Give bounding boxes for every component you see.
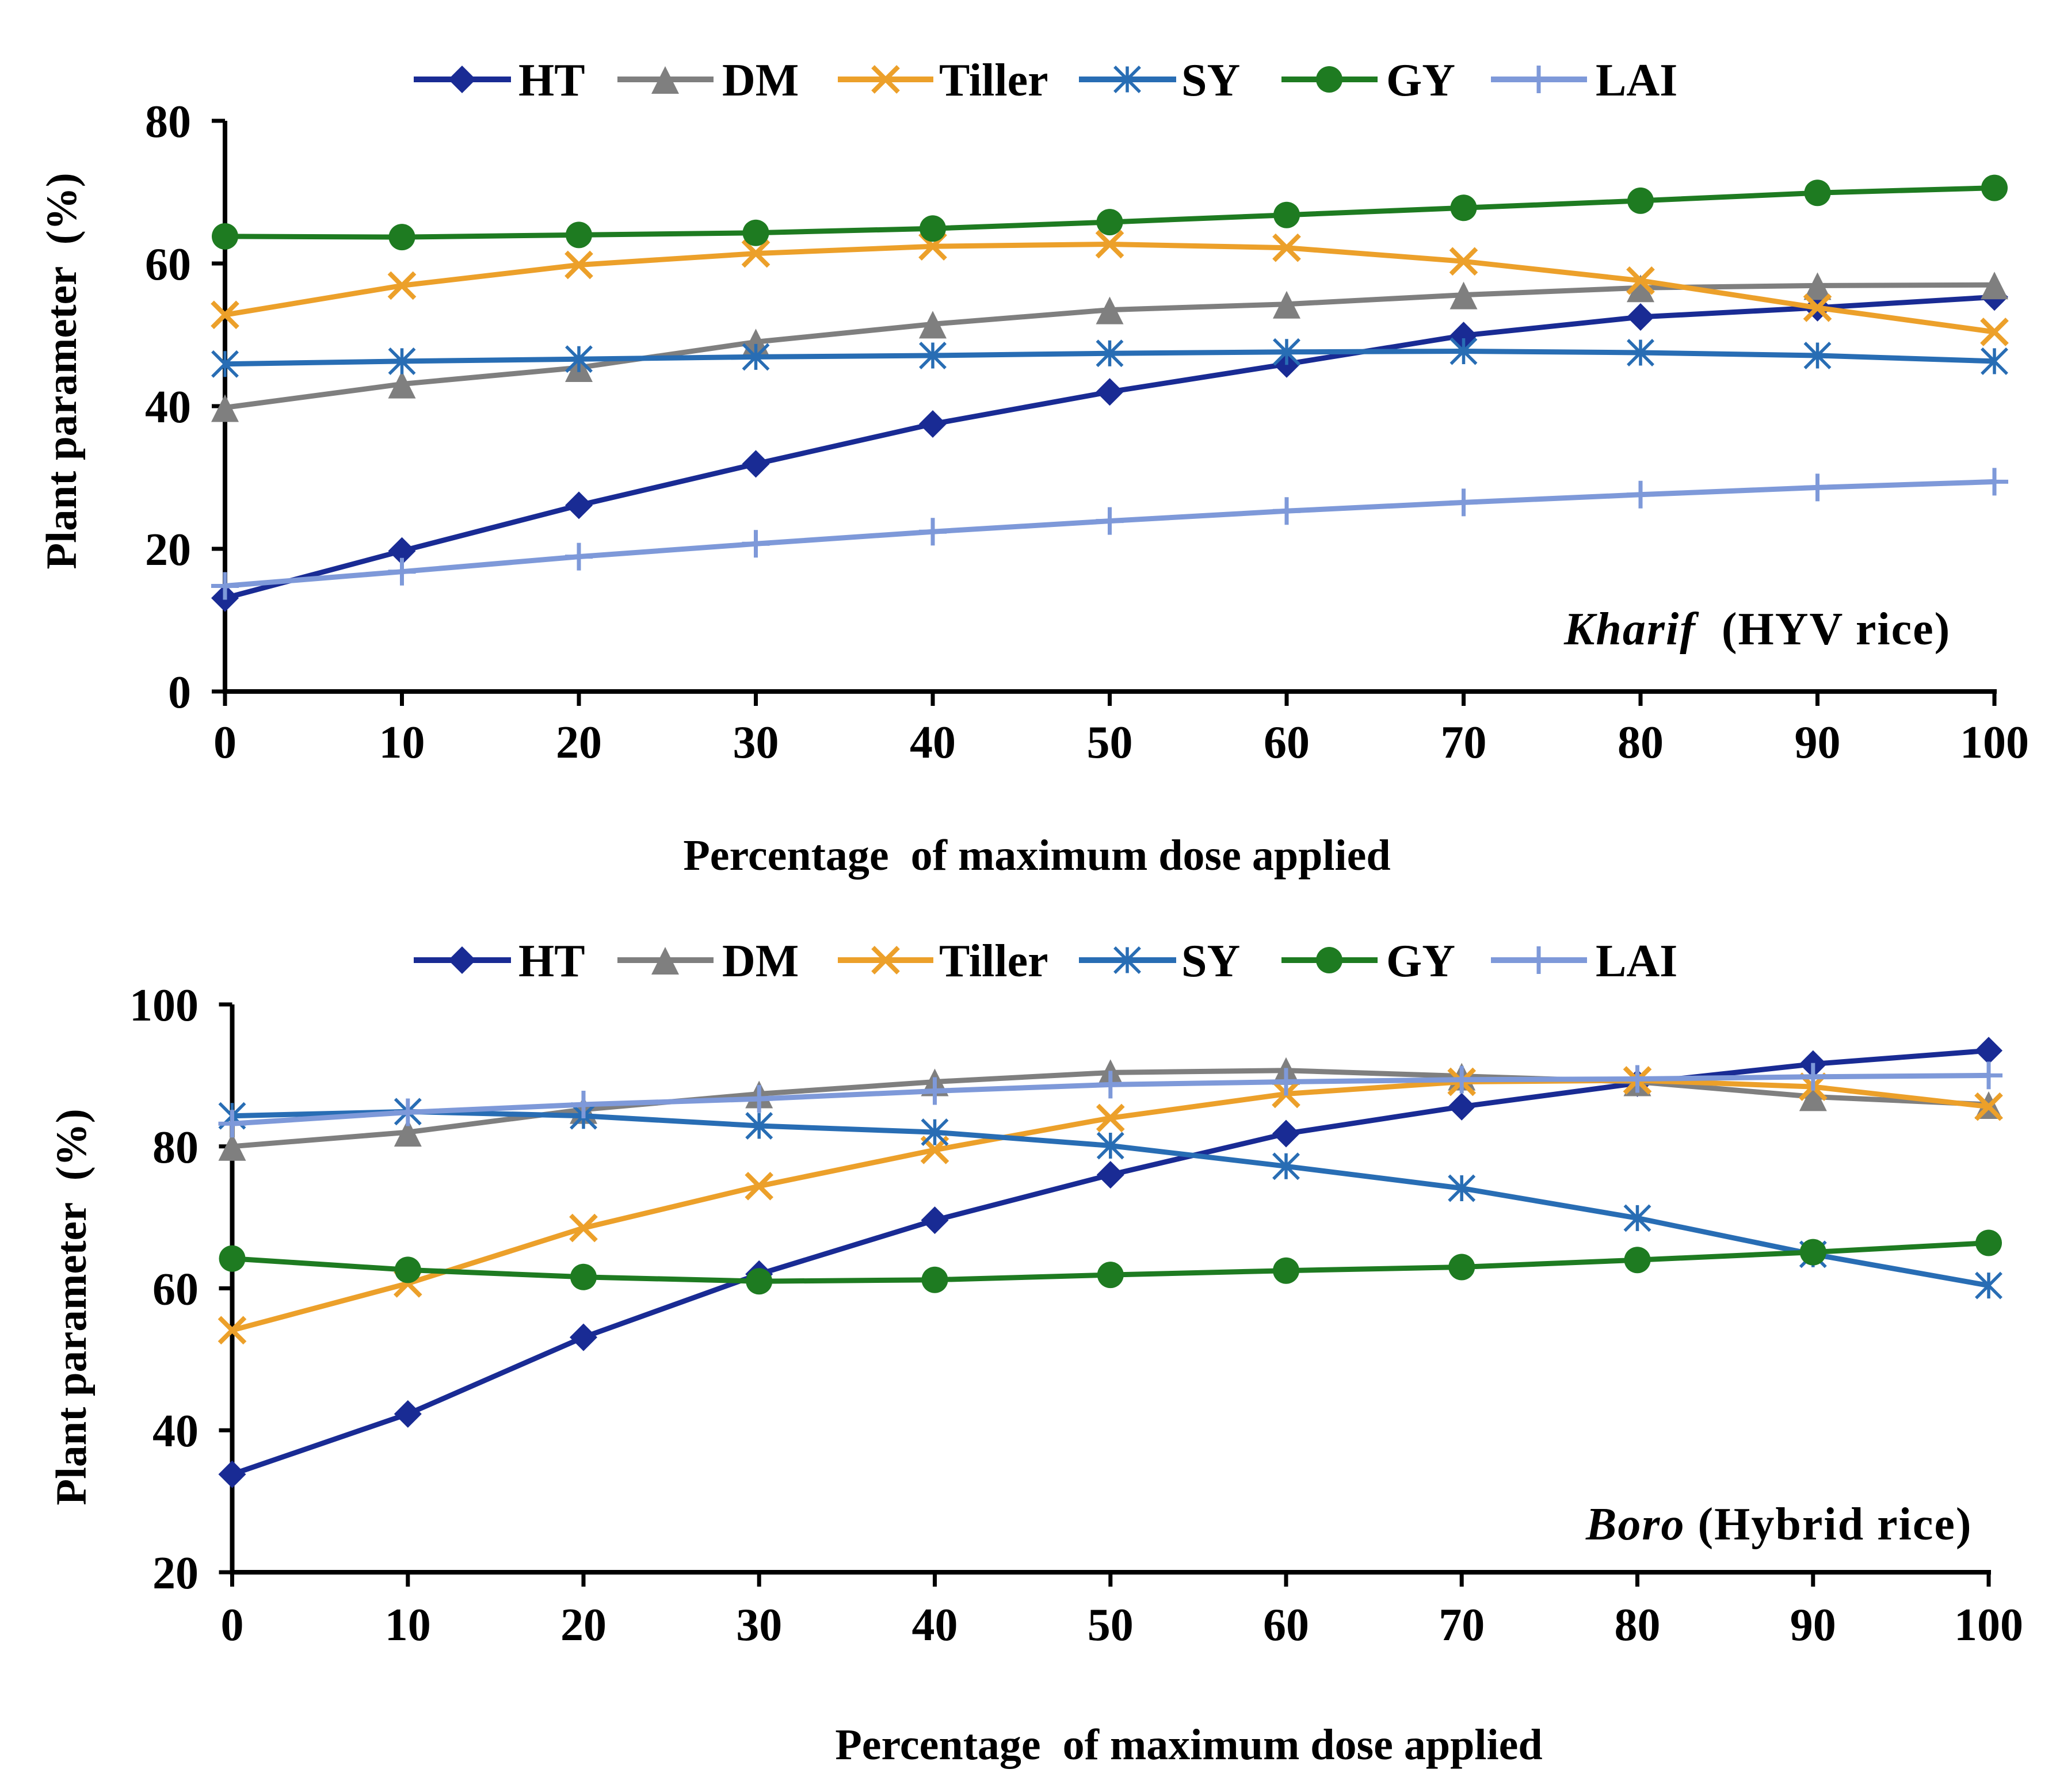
svg-text:80: 80	[1615, 1600, 1661, 1650]
svg-text:70: 70	[1439, 1600, 1485, 1650]
svg-text:10: 10	[379, 717, 425, 768]
svg-text:90: 90	[1790, 1600, 1836, 1650]
svg-text:20: 20	[560, 1600, 606, 1650]
svg-text:60: 60	[1263, 1600, 1309, 1650]
svg-text:50: 50	[1088, 1600, 1134, 1650]
svg-text:0: 0	[221, 1600, 244, 1650]
svg-text:10: 10	[385, 1600, 431, 1650]
svg-text:80: 80	[152, 1122, 199, 1173]
svg-text:100: 100	[1954, 1600, 2023, 1650]
svg-text:0: 0	[168, 667, 191, 718]
svg-text:GY: GY	[1386, 55, 1455, 106]
svg-text:SY: SY	[1181, 55, 1240, 106]
svg-text:GY: GY	[1386, 936, 1455, 987]
svg-text:DM: DM	[722, 55, 799, 106]
svg-text:Boro (Hybrid rice): Boro (Hybrid rice)	[1585, 1499, 1972, 1550]
svg-text:50: 50	[1087, 717, 1133, 768]
svg-text:20: 20	[556, 717, 602, 768]
svg-text:100: 100	[129, 980, 199, 1031]
svg-text:30: 30	[733, 717, 779, 768]
svg-text:100: 100	[1960, 717, 2029, 768]
svg-text:40: 40	[145, 382, 191, 433]
svg-text:40: 40	[912, 1600, 958, 1650]
svg-text:HT: HT	[518, 936, 585, 987]
svg-text:80: 80	[1618, 717, 1664, 768]
svg-text:80: 80	[145, 97, 191, 147]
svg-text:Percentage of maximum dose ap: Percentage of maximum dose applied	[683, 831, 1390, 880]
svg-text:Tiller: Tiller	[939, 55, 1048, 106]
svg-text:30: 30	[736, 1600, 782, 1650]
svg-text:90: 90	[1795, 717, 1841, 768]
svg-text:20: 20	[145, 525, 191, 575]
svg-text:SY: SY	[1181, 936, 1240, 987]
svg-text:60: 60	[1264, 717, 1310, 768]
svg-text:0: 0	[213, 717, 237, 768]
svg-text:Tiller: Tiller	[939, 936, 1048, 987]
svg-text:Plant parameter (%): Plant parameter (%)	[48, 1109, 96, 1505]
svg-text:40: 40	[152, 1406, 199, 1457]
svg-text:HT: HT	[518, 55, 585, 106]
svg-text:LAI: LAI	[1596, 55, 1677, 106]
svg-text:60: 60	[145, 239, 191, 290]
svg-text:60: 60	[152, 1264, 199, 1315]
svg-text:LAI: LAI	[1596, 936, 1677, 987]
svg-text:DM: DM	[722, 936, 799, 987]
svg-text:Percentage of maximum dose ap: Percentage of maximum dose applied	[835, 1721, 1542, 1769]
svg-text:70: 70	[1441, 717, 1487, 768]
svg-text:20: 20	[152, 1548, 199, 1599]
svg-text:Plant parameter (%): Plant parameter (%)	[38, 173, 86, 569]
svg-text:Kharif (HYV rice): Kharif (HYV rice)	[1563, 604, 1951, 655]
svg-text:40: 40	[910, 717, 956, 768]
